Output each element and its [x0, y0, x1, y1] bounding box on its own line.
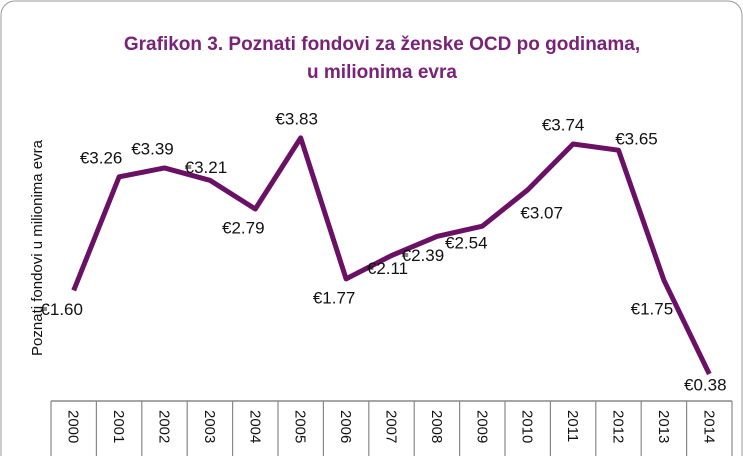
chart-title: u milionima evra — [307, 62, 457, 83]
x-tick-label: 2000 — [65, 410, 82, 443]
x-tick-label: 2010 — [519, 410, 536, 443]
x-tick-label: 2007 — [383, 410, 400, 443]
x-tick-label: 2008 — [428, 410, 445, 443]
y-axis-label: Poznati fondovi u milionima evra — [29, 139, 46, 356]
data-label: €1.77 — [313, 288, 356, 307]
line — [71, 135, 712, 376]
x-tick-label: 2014 — [700, 410, 717, 443]
x-tick-label: 2006 — [337, 410, 354, 443]
x-tick-label: 2002 — [156, 410, 173, 443]
x-tick-label: 2011 — [564, 410, 581, 442]
x-tick-label: 2001 — [110, 410, 127, 443]
data-label: €2.79 — [222, 219, 265, 238]
data-label: €1.75 — [631, 300, 674, 319]
x-tick-label: 2005 — [292, 410, 309, 443]
data-label: €2.39 — [402, 246, 445, 265]
data-label: €3.65 — [615, 130, 658, 149]
x-tick-label: 2012 — [610, 410, 627, 443]
x-tick-label: 2009 — [473, 410, 490, 443]
data-label: €2.11 — [367, 259, 408, 278]
x-tick-label: 2004 — [246, 410, 263, 443]
data-label: €2.54 — [445, 234, 488, 253]
data-label: €3.83 — [275, 109, 318, 128]
data-label: €3.07 — [520, 203, 563, 222]
data-label: €3.39 — [131, 139, 174, 158]
data-label: €3.74 — [542, 116, 585, 135]
chart-title: Grafikon 3. Poznati fondovi za ženske OC… — [124, 34, 640, 55]
data-label: €0.38 — [684, 375, 727, 394]
data-label: €3.26 — [80, 148, 123, 167]
x-tick-label: 2013 — [655, 410, 672, 443]
data-label: €3.21 — [185, 158, 228, 177]
data-label: €1.60 — [40, 300, 83, 319]
x-tick-label: 2003 — [201, 410, 218, 443]
